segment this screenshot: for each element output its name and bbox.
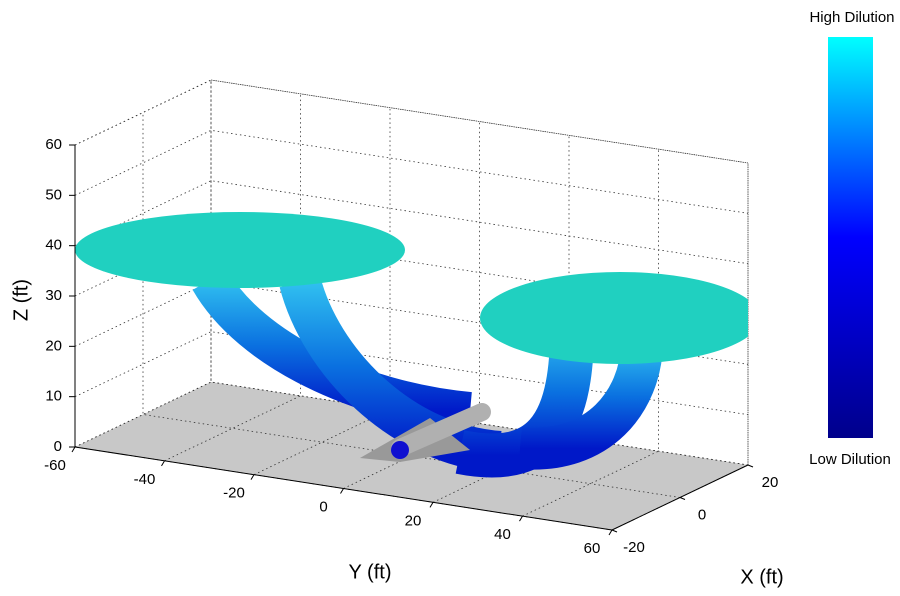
- y-tick: [608, 529, 613, 536]
- y-tick: [340, 488, 344, 494]
- x-tick: [679, 497, 686, 500]
- y-tick-label: 20: [405, 512, 422, 529]
- axes: 0 10 20 30 40 50 60 -60 -40 -20 0 20 40 60 -20 0 20: [44, 136, 778, 557]
- y-tick: [519, 515, 523, 522]
- z-tick-label: 0: [54, 438, 62, 455]
- y-tick: [429, 502, 434, 508]
- grid-line: [74, 79, 749, 164]
- grid-line: [74, 280, 749, 365]
- pipe-end: [391, 441, 409, 459]
- y-tick-label: -20: [223, 485, 245, 502]
- plumes: [75, 212, 748, 478]
- grid-line: [74, 80, 212, 448]
- x-tick: [611, 529, 618, 533]
- y-tick-label: -60: [44, 457, 66, 474]
- y-tick-label: 0: [319, 498, 327, 515]
- z-tick-label: 30: [45, 287, 62, 304]
- colorbar-top-label: High Dilution: [809, 9, 894, 26]
- surface-cloud: [480, 272, 748, 364]
- x-tick-label: 0: [698, 506, 706, 523]
- z-tick-label: 50: [45, 186, 62, 203]
- y-tick-label: -40: [134, 471, 156, 488]
- plume: [192, 269, 472, 432]
- pipe: [391, 403, 491, 457]
- grid-line: [432, 135, 570, 503]
- grid-line: [164, 93, 301, 462]
- z-tick-label: 60: [45, 136, 62, 153]
- z-tick-label: 10: [45, 388, 62, 405]
- colorbar: [828, 37, 873, 438]
- z-axis-label: Z (ft): [10, 279, 32, 321]
- grid-line: [253, 107, 391, 476]
- x-tick-label: 20: [762, 474, 779, 491]
- x-tick: [747, 464, 754, 468]
- grid-line: [343, 121, 480, 489]
- y-tick: [71, 446, 76, 453]
- grid-line: [74, 129, 749, 214]
- y-tick: [250, 474, 255, 480]
- box-edge: [74, 79, 212, 146]
- grid-line: [74, 331, 749, 416]
- z-tick-label: 20: [45, 337, 62, 354]
- x-tick-label: -20: [623, 539, 645, 556]
- box-edge: [210, 79, 749, 164]
- grid-line: [522, 149, 659, 517]
- y-axis-label: Y (ft): [349, 561, 392, 583]
- colorbar-bottom-label: Low Dilution: [809, 451, 891, 468]
- y-tick-label: 40: [494, 526, 511, 543]
- y-tick-label: 60: [584, 540, 601, 557]
- y-tick: [161, 460, 165, 467]
- z-tick-label: 40: [45, 237, 62, 254]
- plume: [518, 343, 663, 470]
- surface-cloud: [75, 212, 405, 288]
- x-axis-label: X (ft): [740, 566, 783, 588]
